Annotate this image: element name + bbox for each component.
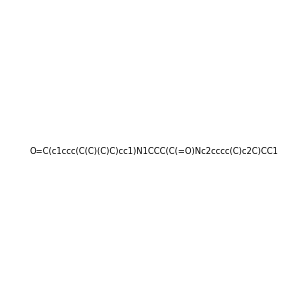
Text: O=C(c1ccc(C(C)(C)C)cc1)N1CCC(C(=O)Nc2cccc(C)c2C)CC1: O=C(c1ccc(C(C)(C)C)cc1)N1CCC(C(=O)Nc2ccc… xyxy=(29,147,278,156)
